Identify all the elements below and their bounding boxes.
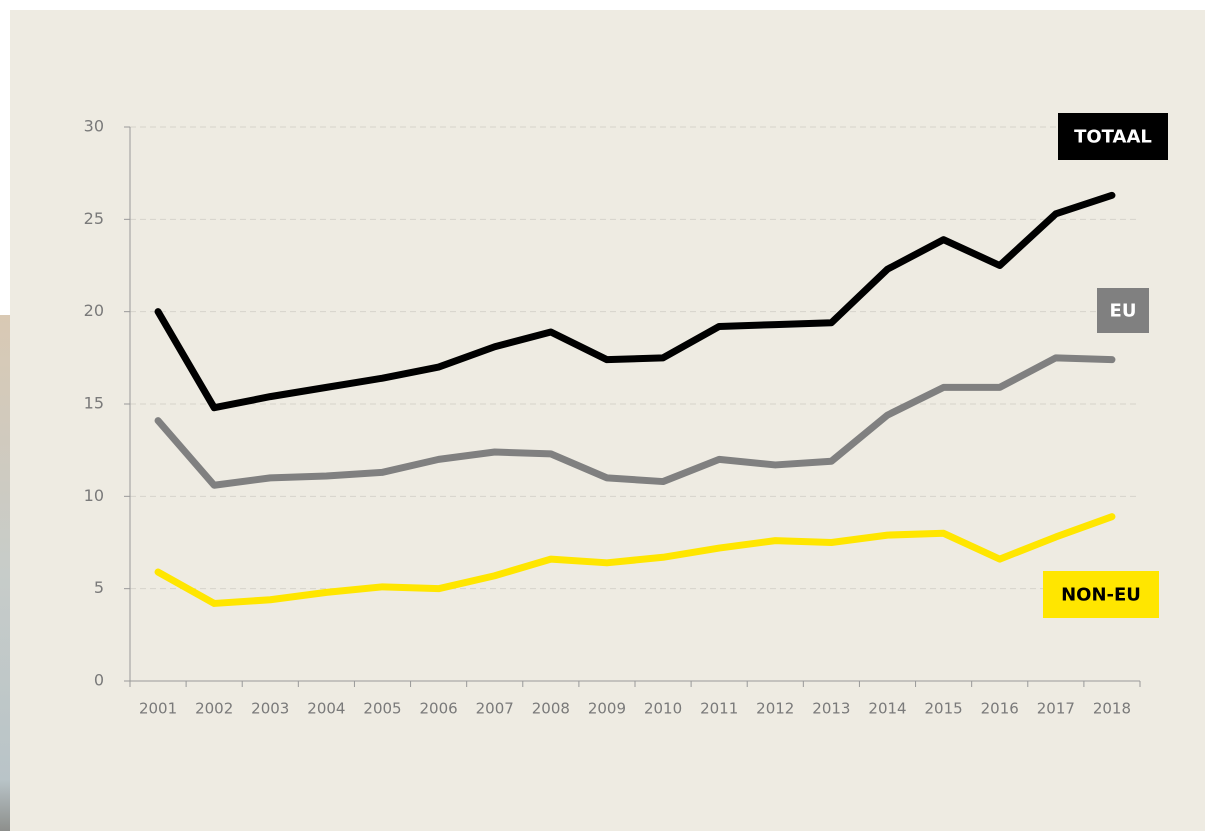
legend-swatch [1043,571,1159,618]
x-tick-label: 2010 [644,700,682,718]
y-tick-label: 10 [84,486,104,505]
series-line [154,191,1116,412]
y-tick-label: 25 [84,209,104,228]
legend-swatch [1097,288,1149,333]
x-tick-label: 2013 [812,700,850,718]
panel [10,10,1205,831]
x-tick-label: 2016 [981,700,1019,718]
legend-label: EU [1110,301,1137,322]
x-tick-label: 2006 [420,700,458,718]
x-tick-label: 2009 [588,700,626,718]
x-tick-label: 2005 [363,700,401,718]
plot: 0 5 10 15 20 25 30 2001 2002 2003 2004 2005 2006 2007… [84,113,1168,718]
legend-swatch [1058,113,1168,160]
y-tick-label: 0 [94,671,104,690]
y-tick-label: 15 [84,394,104,413]
x-tick-label: 2008 [532,700,570,718]
series-line [154,513,1116,607]
x-tick-label: 2007 [476,700,514,718]
x-tick-label: 2015 [925,700,963,718]
y-tick-label: 30 [84,117,104,136]
legend-label: TOTAAL [1074,127,1152,148]
x-tick-label: 2003 [251,700,289,718]
x-tick-label: 2002 [195,700,233,718]
x-tick-label: 2012 [756,700,794,718]
legend-label: NON-EU [1061,585,1141,606]
x-tick-label: 2011 [700,700,738,718]
background-photo [0,315,12,831]
x-tick-label: 2014 [868,700,906,718]
x-tick-label: 2001 [139,700,177,718]
y-tick-label: 20 [84,301,104,320]
x-tick-label: 2017 [1037,700,1075,718]
y-tick-label: 5 [94,578,104,597]
x-tick-label: 2018 [1093,700,1131,718]
series-line [154,354,1116,489]
x-tick-label: 2004 [307,700,345,718]
